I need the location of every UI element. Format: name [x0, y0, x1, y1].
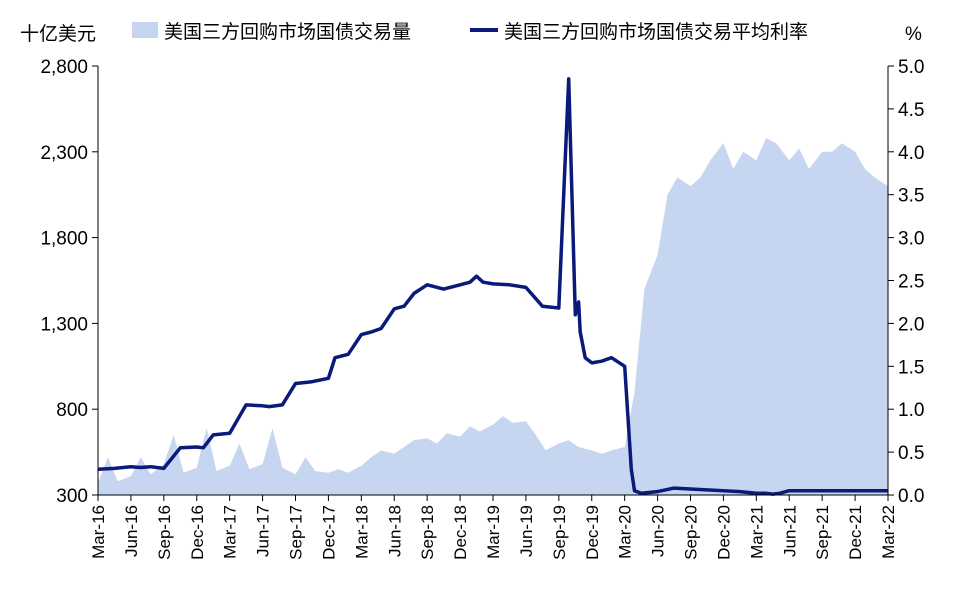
y-right-tick-label: 1.0: [898, 400, 924, 421]
x-tick-label: Jun-16: [122, 505, 141, 557]
x-tick-label: Mar-22: [879, 505, 898, 559]
y-right-tick-label: 0.0: [898, 486, 924, 507]
x-tick-label: Jun-21: [780, 505, 799, 557]
y-right-tick-label: 2.0: [898, 314, 924, 335]
rate-line-series: [97, 77, 888, 496]
y-left-tick-label: 300: [56, 486, 88, 507]
y-right-tick-label: 0.5: [898, 443, 924, 464]
x-tick-label: Sep-21: [813, 505, 832, 560]
x-tick-label: Mar-19: [484, 505, 503, 559]
axes: 300 800 1,300 1,800 2,300 2,800 0.0 0.5 1.0 1.5 2.…: [40, 57, 924, 560]
y-right-tick-label: 3.0: [898, 229, 924, 250]
y-right-tick-label: 1.5: [898, 357, 924, 378]
y-right-tick-label: 2.5: [898, 272, 924, 293]
y-left-tick-label: 2,800: [40, 57, 88, 78]
x-tick-label: Dec-19: [583, 505, 602, 560]
y-left-tick-label: 1,300: [40, 314, 88, 335]
x-tick-label: Sep-19: [550, 505, 569, 560]
y-right-tick-label: 4.0: [898, 143, 924, 164]
x-tick-label: Dec-21: [846, 505, 865, 560]
x-tick-label: Jun-18: [385, 505, 404, 557]
legend: 美国三方回购市场国债交易量 美国三方回购市场国债交易平均利率: [132, 21, 808, 43]
legend-label-volume: 美国三方回购市场国债交易量: [164, 21, 411, 43]
legend-label-rate: 美国三方回购市场国债交易平均利率: [504, 21, 808, 43]
volume-area: [98, 138, 888, 495]
y-left-tick-label: 2,300: [40, 143, 88, 164]
x-tick-label: Mar-21: [747, 505, 766, 559]
x-tick-label: Sep-20: [682, 505, 701, 560]
x-tick-label: Jun-17: [254, 505, 273, 557]
x-tick-label: Dec-17: [319, 505, 338, 560]
x-tick-label: Sep-17: [287, 505, 306, 560]
x-tick-label: Mar-16: [89, 505, 108, 559]
x-tick-label: Mar-17: [221, 505, 240, 559]
x-tick-label: Mar-20: [616, 505, 635, 559]
x-tick-label: Jun-20: [649, 505, 668, 557]
legend-swatch-volume: [132, 22, 158, 38]
rate-line: [97, 77, 888, 496]
y-right-tick-label: 3.5: [898, 186, 924, 207]
volume-area-series: [98, 138, 888, 495]
x-tick-label: Dec-18: [451, 505, 470, 560]
y-right-tick-label: 4.5: [898, 100, 924, 121]
x-tick-label: Jun-19: [517, 505, 536, 557]
y-left-tick-label: 1,800: [40, 229, 88, 250]
y-left-tick-label: 800: [56, 400, 88, 421]
x-tick-label: Mar-18: [352, 505, 371, 559]
x-tick-label: Sep-16: [155, 505, 174, 560]
x-tick-label: Dec-16: [188, 505, 207, 560]
x-tick-label: Dec-20: [714, 505, 733, 560]
x-tick-label: Sep-18: [418, 505, 437, 560]
y-right-tick-label: 5.0: [898, 57, 924, 78]
y-left-axis-label: 十亿美元: [20, 23, 96, 45]
y-right-axis-label: %: [905, 24, 922, 45]
